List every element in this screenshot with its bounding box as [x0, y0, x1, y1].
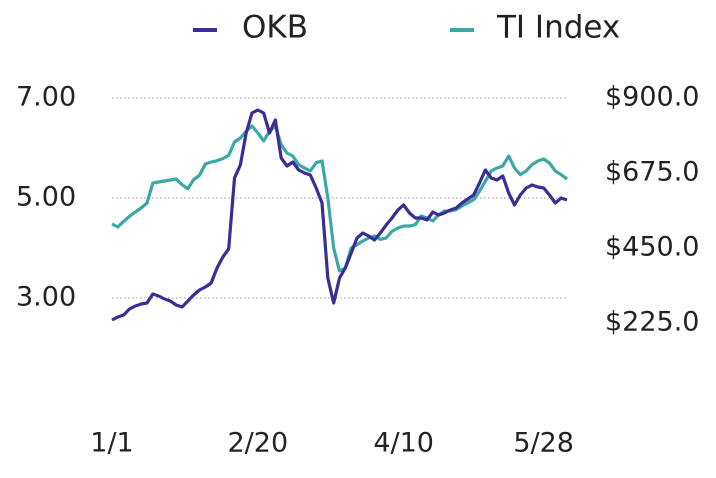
y-tick-label: 5.00	[16, 182, 76, 213]
legend-label: TI Index	[496, 10, 620, 46]
y2-tick-label: $450.0	[605, 232, 699, 263]
y2-tick-label: $675.0	[605, 157, 699, 188]
x-tick-label: 4/10	[373, 428, 434, 459]
y-tick-label: 7.00	[16, 82, 76, 113]
x-tick-label: 2/20	[228, 428, 289, 459]
y2-tick-label: $900.0	[605, 82, 699, 113]
series-line	[111, 124, 568, 273]
series-line	[111, 108, 568, 322]
y2-tick-label: $225.0	[605, 307, 699, 338]
legend-label: OKB	[242, 10, 308, 46]
y-tick-label: 3.00	[16, 282, 76, 313]
x-tick-label: 5/28	[513, 428, 574, 459]
x-tick-label: 1/1	[90, 428, 133, 459]
